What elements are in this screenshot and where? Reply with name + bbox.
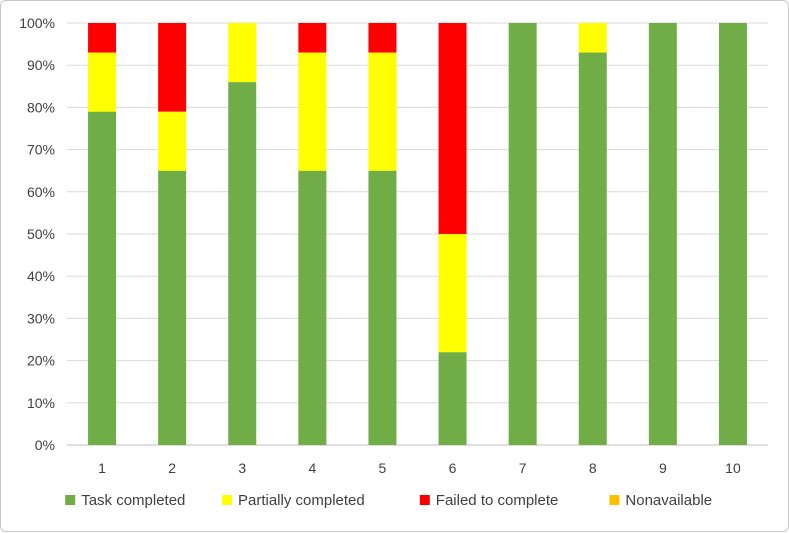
y-axis-ticks: 0% 10% 20% 30% 40% 50% 60% 70% 80% 90% 100% xyxy=(19,15,55,453)
x-tick-label: 4 xyxy=(308,460,316,476)
bar-7-task-completed xyxy=(508,23,537,445)
legend-label-failed-to-complete: Failed to complete xyxy=(436,492,559,509)
y-tick-label: 90% xyxy=(27,57,55,73)
bar-6-partially-completed xyxy=(438,234,467,353)
bar-4-partially-completed xyxy=(298,52,327,171)
x-tick-label: 8 xyxy=(589,460,597,476)
x-axis-ticks: 1 2 3 4 5 6 7 8 9 10 xyxy=(98,460,741,476)
legend-label-partially-completed: Partially completed xyxy=(238,492,365,509)
legend-swatch-nonavailable xyxy=(609,495,620,505)
y-tick-label: 30% xyxy=(27,310,55,326)
x-tick-label: 10 xyxy=(725,460,741,476)
y-tick-label: 60% xyxy=(27,184,55,200)
x-tick-label: 9 xyxy=(659,460,667,476)
bars xyxy=(88,23,747,446)
x-tick-label: 5 xyxy=(379,460,387,476)
bar-6-failed-to-complete xyxy=(438,23,467,234)
legend-label-nonavailable: Nonavailable xyxy=(625,492,712,509)
bar-4-failed-to-complete xyxy=(298,23,327,53)
legend-label-task-completed: Task completed xyxy=(81,492,185,509)
bar-3-partially-completed xyxy=(228,23,257,83)
bar-2-task-completed xyxy=(158,170,187,445)
x-tick-label: 7 xyxy=(519,460,527,476)
bar-8-task-completed xyxy=(578,52,607,445)
y-tick-label: 10% xyxy=(27,395,55,411)
bar-9-task-completed xyxy=(648,23,677,445)
x-tick-label: 1 xyxy=(98,460,106,476)
y-tick-label: 0% xyxy=(35,437,55,453)
bar-3-task-completed xyxy=(228,82,257,445)
y-tick-label: 100% xyxy=(19,15,55,31)
bar-2-failed-to-complete xyxy=(158,23,187,112)
bar-1-partially-completed xyxy=(88,52,117,112)
bar-1-failed-to-complete xyxy=(88,23,117,53)
y-tick-label: 20% xyxy=(27,353,55,369)
bar-8-partially-completed xyxy=(578,23,607,53)
y-tick-label: 40% xyxy=(27,268,55,284)
bar-2-partially-completed xyxy=(158,111,187,171)
legend: Task completed Partially completed Failed … xyxy=(65,492,712,509)
bar-10-task-completed xyxy=(718,23,747,445)
y-tick-label: 50% xyxy=(27,226,55,242)
bar-5-failed-to-complete xyxy=(368,23,397,53)
bar-6-task-completed xyxy=(438,352,467,445)
bar-5-partially-completed xyxy=(368,52,397,171)
legend-swatch-partially-completed xyxy=(222,495,232,505)
x-tick-label: 3 xyxy=(238,460,246,476)
bar-1-task-completed xyxy=(88,111,117,446)
y-tick-label: 70% xyxy=(27,142,55,158)
legend-swatch-failed-to-complete xyxy=(419,495,430,505)
legend-swatch-task-completed xyxy=(65,495,76,505)
x-tick-label: 6 xyxy=(449,460,457,476)
x-tick-label: 2 xyxy=(168,460,176,476)
bar-4-task-completed xyxy=(298,170,327,445)
y-tick-label: 80% xyxy=(27,99,55,115)
bar-5-task-completed xyxy=(368,170,397,445)
